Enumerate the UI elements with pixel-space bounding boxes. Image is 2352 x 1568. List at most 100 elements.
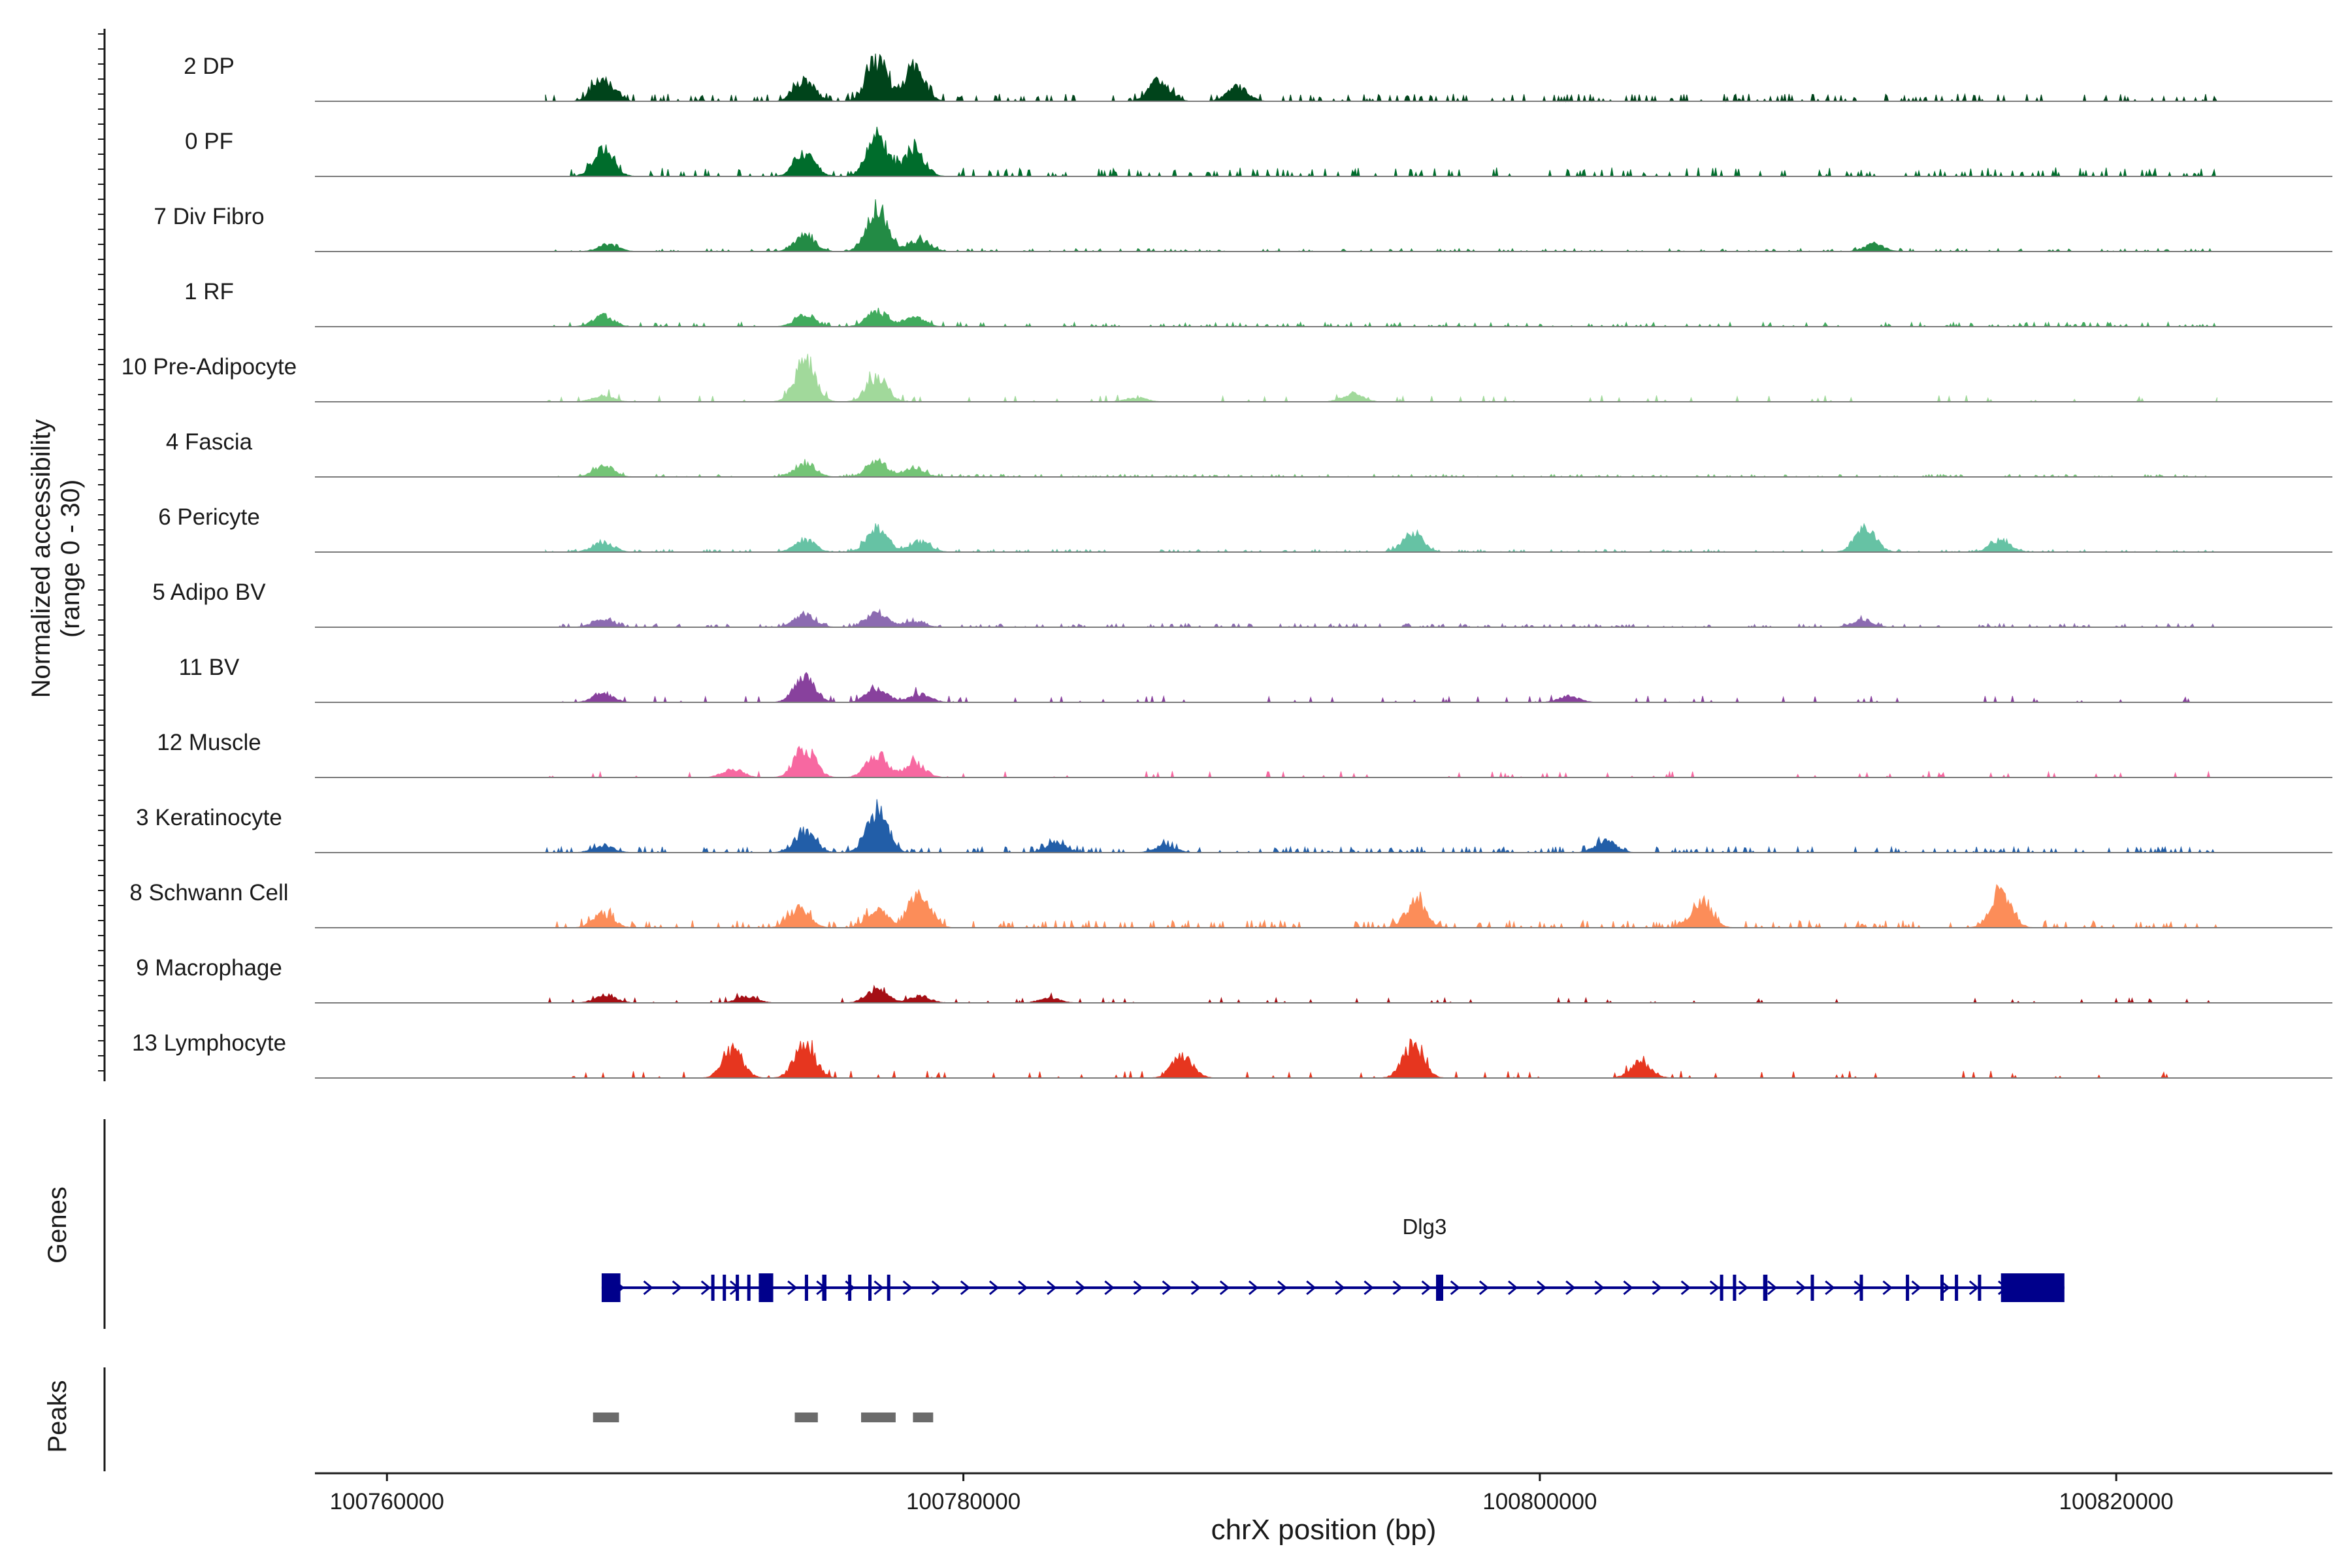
genes-panel-label: Genes xyxy=(43,1186,72,1264)
peaks-panel: Peaks xyxy=(43,1367,934,1471)
strand-arrow-icon xyxy=(1335,1280,1345,1296)
strand-arrow-icon xyxy=(1104,1280,1115,1296)
genes-panel: Genes Dlg3 xyxy=(43,1119,2065,1329)
track-label: 3 Keratinocyte xyxy=(136,805,282,830)
strand-arrow-icon xyxy=(1680,1280,1691,1296)
strand-arrow-icon xyxy=(1565,1280,1576,1296)
track-label: 0 PF xyxy=(185,129,233,154)
track-6-pericyte: 6 Pericyte xyxy=(158,504,2332,553)
y-axis-label-line1: Normalized accessibility xyxy=(27,419,56,698)
strand-arrow-icon xyxy=(1219,1280,1230,1296)
accessibility-tracks: 2 DP 0 PF 7 Div Fibro 1 RF 10 Pre-Adipocyte 4… xyxy=(122,53,2332,1079)
accessibility-signal xyxy=(545,307,2217,328)
peak-region xyxy=(913,1413,934,1422)
peak-regions xyxy=(593,1413,934,1422)
gene-exon xyxy=(1906,1275,1910,1301)
strand-arrow-icon xyxy=(1306,1280,1316,1296)
gene-exon xyxy=(1955,1275,1959,1301)
accessibility-signal xyxy=(545,608,2217,629)
strand-arrow-icon xyxy=(1248,1280,1259,1296)
strand-arrow-icon xyxy=(1537,1280,1547,1296)
track-label: 1 RF xyxy=(184,279,234,304)
track-13-lymphocyte: 13 Lymphocyte xyxy=(132,1030,2332,1079)
track-5-adipo-bv: 5 Adipo BV xyxy=(152,580,2332,629)
accessibility-signal xyxy=(545,799,2217,854)
track-1-rf: 1 RF xyxy=(184,279,2332,328)
x-tick-label: 100760000 xyxy=(330,1489,444,1514)
strand-arrow-icon xyxy=(1162,1280,1172,1296)
strand-arrow-icon xyxy=(1047,1280,1057,1296)
gene-exon xyxy=(736,1275,740,1301)
accessibility-signal xyxy=(545,53,2218,103)
gene-exon xyxy=(868,1275,872,1301)
accessibility-signal xyxy=(545,523,2217,553)
peaks-panel-label: Peaks xyxy=(43,1380,72,1452)
x-axis: chrX position (bp) 100760000 100780000 100… xyxy=(315,1472,2332,1546)
gene-exon xyxy=(601,1273,621,1302)
strand-arrow-icon xyxy=(787,1280,798,1296)
strand-arrow-icon xyxy=(1364,1280,1374,1296)
strand-arrow-icon xyxy=(1825,1280,1835,1296)
accessibility-signal xyxy=(545,884,2218,929)
strand-arrow-icon xyxy=(1709,1280,1720,1296)
strand-arrow-icon xyxy=(1277,1280,1288,1296)
gene-name-label: Dlg3 xyxy=(1402,1215,1446,1239)
strand-arrow-icon xyxy=(700,1280,711,1296)
accessibility-signal xyxy=(545,985,2217,1004)
track-4-fascia: 4 Fascia xyxy=(166,429,2332,478)
strand-arrow-icon xyxy=(1018,1280,1028,1296)
strand-arrow-icon xyxy=(988,1280,1000,1296)
track-11-bv: 11 BV xyxy=(179,655,2332,704)
y-axis-label-line2: (range 0 - 30) xyxy=(56,480,85,638)
strand-arrow-icon xyxy=(1796,1280,1806,1296)
gene-exon xyxy=(822,1275,826,1301)
gene-model xyxy=(601,1273,2065,1302)
track-0-pf: 0 PF xyxy=(185,126,2332,178)
x-axis-label: chrX position (bp) xyxy=(1211,1514,1437,1546)
y-axis-label: Normalized accessibility (range 0 - 30) xyxy=(27,419,85,698)
gene-exon xyxy=(759,1273,774,1302)
track-label: 12 Muscle xyxy=(157,730,261,755)
x-tick-label: 100780000 xyxy=(906,1489,1021,1514)
strand-arrow-icon xyxy=(1421,1280,1431,1296)
track-label: 6 Pericyte xyxy=(158,504,260,530)
track-7-div-fibro: 7 Div Fibro xyxy=(154,199,2332,252)
gene-exon xyxy=(1763,1275,1768,1301)
track-9-macrophage: 9 Macrophage xyxy=(136,955,2332,1004)
strand-arrow-icon xyxy=(1911,1280,1921,1296)
strand-arrow-icon xyxy=(1133,1280,1143,1296)
gene-exon xyxy=(1810,1275,1814,1301)
track-8-schwann-cell: 8 Schwann Cell xyxy=(129,880,2332,929)
strand-arrow-icon xyxy=(1652,1280,1662,1296)
gene-exon xyxy=(711,1275,715,1301)
strand-arrow-icon xyxy=(1507,1280,1518,1296)
strand-arrow-icon xyxy=(1594,1280,1605,1296)
track-label: 4 Fascia xyxy=(166,429,253,455)
gene-exon xyxy=(1978,1275,1982,1301)
strand-arrow-icon xyxy=(1450,1280,1461,1296)
track-label: 2 DP xyxy=(184,54,235,79)
accessibility-signal xyxy=(545,126,2217,178)
accessibility-signal xyxy=(545,457,2217,478)
gene-exon xyxy=(848,1275,852,1301)
strand-arrow-icon xyxy=(643,1280,653,1296)
x-tick-label: 100820000 xyxy=(2059,1489,2174,1514)
track-label: 10 Pre-Adipocyte xyxy=(122,354,297,380)
accessibility-signal xyxy=(545,672,2217,704)
accessibility-signal xyxy=(545,1038,2217,1079)
strand-arrow-icon xyxy=(1767,1280,1778,1296)
track-10-pre-adipocyte: 10 Pre-Adipocyte xyxy=(122,353,2332,403)
peak-region xyxy=(861,1413,896,1422)
track-label: 9 Macrophage xyxy=(136,955,282,981)
track-label: 5 Adipo BV xyxy=(152,580,266,605)
gene-exon xyxy=(804,1275,808,1301)
strand-arrow-icon xyxy=(874,1280,884,1296)
gene-exon xyxy=(2001,1273,2065,1302)
strand-arrow-icon xyxy=(1392,1280,1403,1296)
strand-arrow-icon xyxy=(902,1280,913,1296)
strand-arrow-icon xyxy=(1075,1280,1086,1296)
accessibility-signal xyxy=(545,353,2217,403)
gene-exon xyxy=(1733,1275,1737,1301)
gene-exon xyxy=(887,1275,890,1301)
